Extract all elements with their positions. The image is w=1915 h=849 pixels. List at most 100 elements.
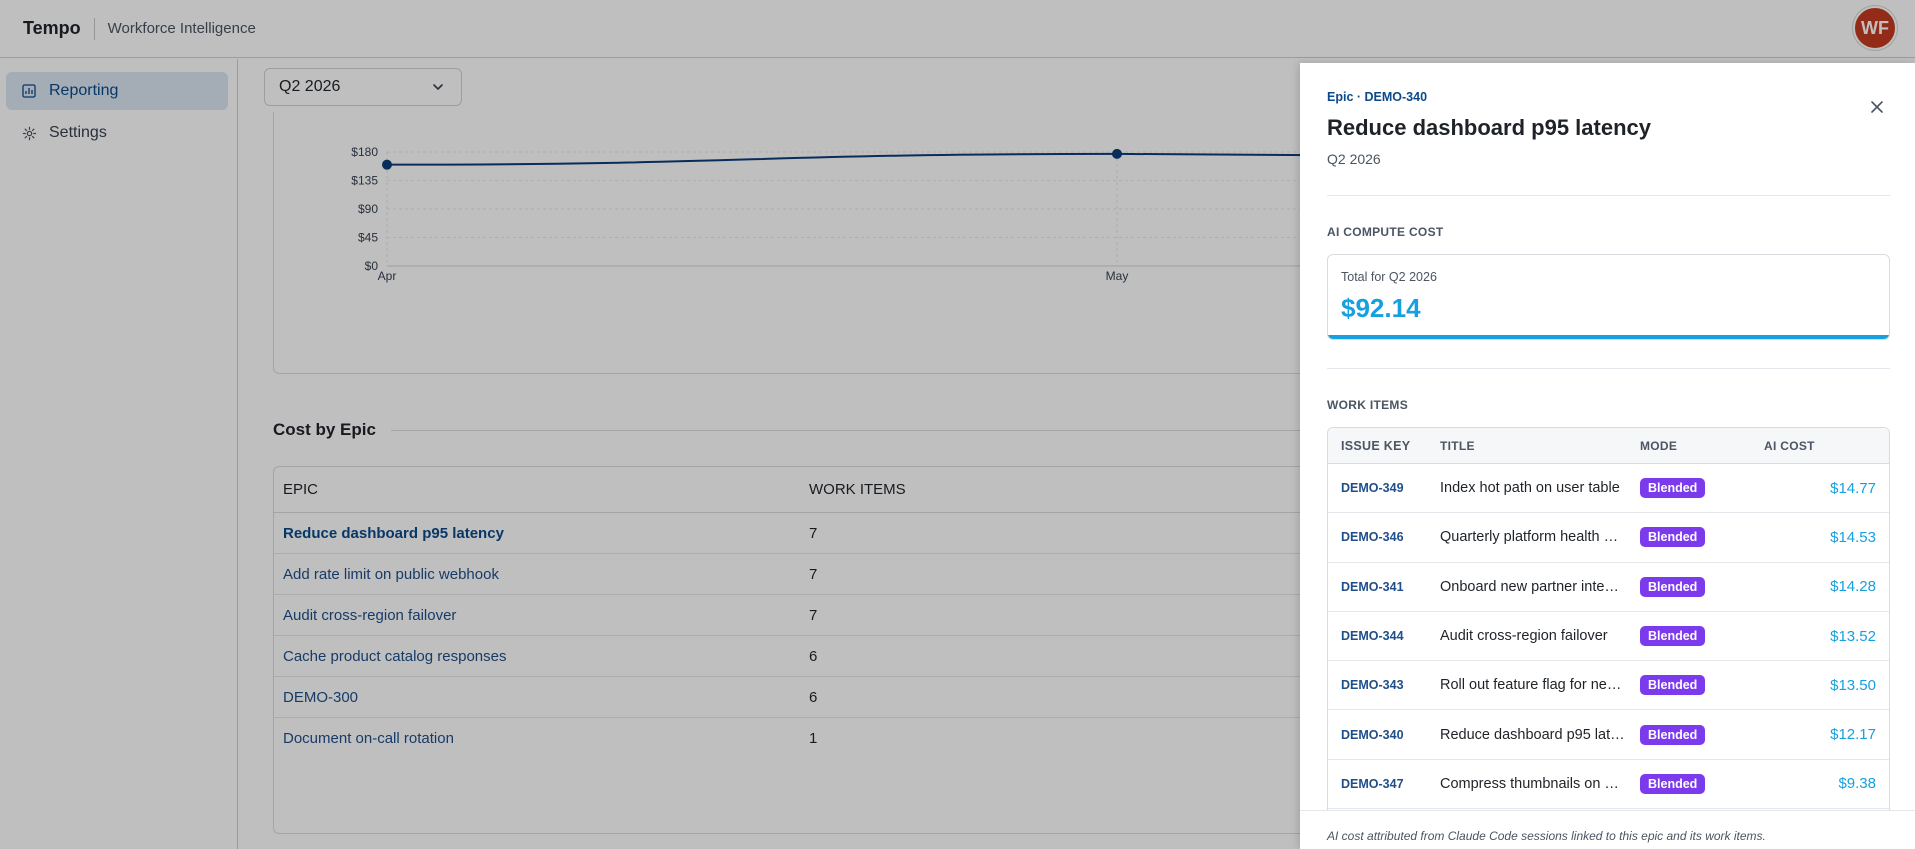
- y-tick-label: $0: [365, 259, 379, 273]
- work-item-title: Reduce dashboard p95 lat…: [1440, 726, 1625, 743]
- table-row[interactable]: Reduce dashboard p95 latency 7: [274, 513, 1472, 554]
- ai-cost-value: $9.38: [1838, 775, 1876, 793]
- epic-link[interactable]: Reduce dashboard p95 latency: [283, 524, 504, 542]
- sidebar: Reporting Settings: [0, 59, 238, 849]
- table-row[interactable]: DEMO-343 Roll out feature flag for ne… B…: [1328, 661, 1889, 711]
- issue-key-link[interactable]: DEMO-347: [1341, 776, 1404, 791]
- y-tick-label: $135: [351, 174, 378, 188]
- y-tick-label: $180: [351, 145, 378, 159]
- epic-link[interactable]: DEMO-300: [283, 688, 359, 706]
- table-row[interactable]: DEMO-300 6: [274, 677, 1472, 718]
- y-tick-label: $45: [358, 231, 378, 245]
- column-header-epic[interactable]: EPIC: [283, 481, 319, 498]
- panel-subtitle: Q2 2026: [1327, 151, 1381, 167]
- table-row[interactable]: Add rate limit on public webhook 7: [274, 554, 1472, 595]
- data-point: [382, 159, 392, 170]
- gear-icon: [21, 125, 37, 141]
- column-header-ai-cost[interactable]: AI COST: [1764, 438, 1815, 453]
- epic-link[interactable]: Audit cross-region failover: [283, 606, 457, 624]
- sidebar-item-label: Reporting: [49, 82, 119, 99]
- epic-link[interactable]: Add rate limit on public webhook: [283, 565, 499, 583]
- table-row[interactable]: DEMO-346 Quarterly platform health … Ble…: [1328, 513, 1889, 563]
- table-row[interactable]: Audit cross-region failover 7: [274, 595, 1472, 636]
- epic-link[interactable]: Cache product catalog responses: [283, 647, 507, 665]
- table-row[interactable]: Document on-call rotation 1: [274, 718, 1472, 759]
- total-cost-caption: Total for Q2 2026: [1341, 270, 1437, 284]
- mode-badge: Blended: [1640, 675, 1706, 696]
- top-bar: Tempo Workforce Intelligence WF: [0, 0, 1915, 58]
- work-item-title: Roll out feature flag for ne…: [1440, 677, 1622, 694]
- mode-badge: Blended: [1640, 527, 1706, 548]
- column-header-title[interactable]: TITLE: [1440, 438, 1475, 453]
- panel-footnote: AI cost attributed from Claude Code sess…: [1300, 810, 1915, 849]
- work-items-count: 6: [809, 688, 818, 706]
- work-items-count: 7: [809, 565, 818, 583]
- period-select[interactable]: Q2 2026: [264, 68, 462, 106]
- work-items-table: ISSUE KEY TITLE MODE AI COST DEMO-349 In…: [1327, 427, 1890, 827]
- work-items-label: WORK ITEMS: [1327, 398, 1408, 412]
- work-item-title: Index hot path on user table: [1440, 480, 1620, 497]
- panel-breadcrumb: Epic · DEMO-340: [1327, 90, 1428, 104]
- table-row[interactable]: Cache product catalog responses 6: [274, 636, 1472, 677]
- mode-badge: Blended: [1640, 773, 1706, 794]
- ai-cost-value: $13.50: [1830, 676, 1876, 694]
- table-row[interactable]: DEMO-340 Reduce dashboard p95 lat… Blend…: [1328, 710, 1889, 760]
- y-tick-label: $90: [358, 202, 378, 216]
- table-row[interactable]: DEMO-347 Compress thumbnails on … Blende…: [1328, 760, 1889, 810]
- mode-badge: Blended: [1640, 626, 1706, 647]
- ai-compute-cost-label: AI COMPUTE COST: [1327, 225, 1444, 239]
- brand-logo[interactable]: Tempo: [23, 18, 81, 38]
- close-icon: [1871, 101, 1883, 113]
- ai-cost-value: $12.17: [1830, 726, 1876, 744]
- issue-key-link[interactable]: DEMO-346: [1341, 530, 1404, 545]
- period-select-value: Q2 2026: [279, 78, 341, 95]
- column-header-issue-key[interactable]: ISSUE KEY: [1341, 438, 1411, 453]
- work-item-title: Quarterly platform health …: [1440, 529, 1619, 546]
- issue-key-link[interactable]: DEMO-340: [1341, 727, 1404, 742]
- work-items-count: 6: [809, 647, 818, 665]
- table-row[interactable]: DEMO-341 Onboard new partner inte… Blend…: [1328, 563, 1889, 612]
- table-row[interactable]: DEMO-344 Audit cross-region failover Ble…: [1328, 612, 1889, 662]
- total-cost-card: Total for Q2 2026 $92.14: [1327, 254, 1890, 340]
- x-tick-label: May: [1106, 269, 1129, 283]
- issue-key-link[interactable]: DEMO-349: [1341, 481, 1404, 496]
- epic-link[interactable]: Document on-call rotation: [283, 730, 454, 747]
- work-items-count: 7: [809, 524, 818, 542]
- work-item-title: Compress thumbnails on …: [1440, 775, 1619, 792]
- issue-key-link[interactable]: DEMO-341: [1341, 579, 1404, 594]
- chevron-down-icon: [431, 80, 445, 99]
- ai-cost-value: $14.28: [1830, 578, 1876, 596]
- work-items-count: 7: [809, 606, 818, 624]
- section-divider: [391, 430, 1491, 431]
- panel-divider: [1327, 195, 1890, 196]
- cost-trend-chart-card: $180 $135 $90 $45 $0 Apr May: [273, 112, 1848, 374]
- ai-cost-value: $14.77: [1830, 479, 1876, 497]
- brand-subtitle: Workforce Intelligence: [107, 20, 256, 37]
- table-header: EPIC WORK ITEMS: [274, 467, 1472, 513]
- total-cost-accent-bar: [1328, 335, 1889, 339]
- cost-by-epic-table: EPIC WORK ITEMS Reduce dashboard p95 lat…: [273, 466, 1473, 834]
- total-cost-value: $92.14: [1341, 293, 1421, 323]
- mode-badge: Blended: [1640, 576, 1706, 597]
- issue-key-link[interactable]: DEMO-343: [1341, 678, 1404, 693]
- table-row[interactable]: DEMO-349 Index hot path on user table Bl…: [1328, 464, 1889, 514]
- mode-badge: Blended: [1640, 724, 1706, 745]
- work-item-title: Onboard new partner inte…: [1440, 578, 1619, 595]
- table-header: ISSUE KEY TITLE MODE AI COST: [1328, 428, 1889, 464]
- issue-key-link[interactable]: DEMO-344: [1341, 629, 1404, 644]
- sidebar-item-reporting[interactable]: Reporting: [6, 72, 228, 110]
- ai-cost-value: $13.52: [1830, 627, 1876, 645]
- mode-badge: Blended: [1640, 478, 1706, 499]
- column-header-mode[interactable]: MODE: [1640, 438, 1678, 453]
- column-header-work-items[interactable]: WORK ITEMS: [809, 481, 906, 498]
- cost-by-epic-title: Cost by Epic: [273, 420, 376, 439]
- close-button[interactable]: [1866, 96, 1888, 118]
- panel-title: Reduce dashboard p95 latency: [1327, 115, 1651, 140]
- sidebar-item-settings[interactable]: Settings: [6, 114, 228, 152]
- work-items-count: 1: [809, 730, 818, 747]
- sidebar-item-label: Settings: [49, 124, 107, 141]
- avatar[interactable]: WF: [1853, 6, 1897, 50]
- panel-divider: [1327, 368, 1890, 369]
